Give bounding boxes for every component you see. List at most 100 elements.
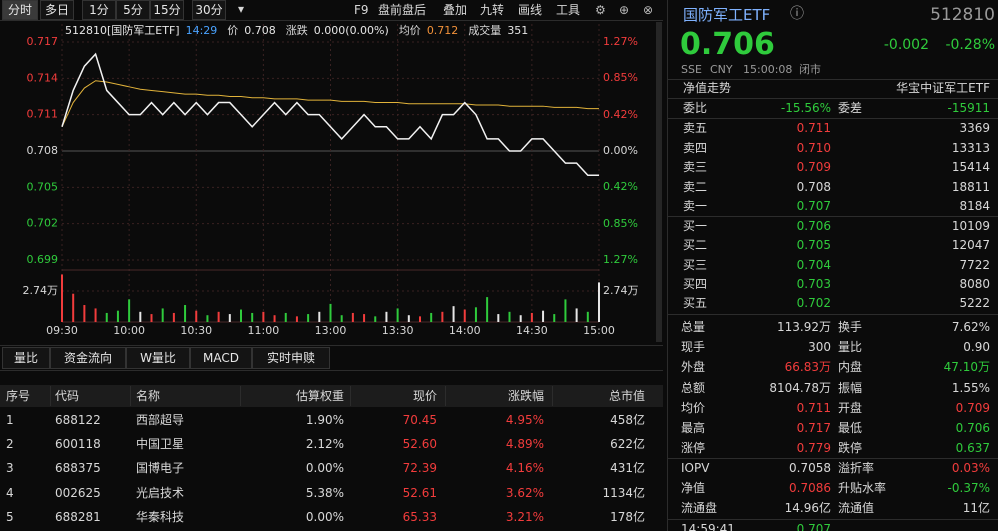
volume-bar xyxy=(363,314,366,322)
volume-bar xyxy=(407,315,410,322)
order-price: 0.709 xyxy=(796,160,831,174)
divider xyxy=(668,98,998,99)
column-header: 涨跌幅 xyxy=(507,389,544,403)
stat-label: 涨停 xyxy=(681,441,706,456)
order-volume: 13313 xyxy=(951,140,990,155)
tool-button[interactable]: F9 xyxy=(354,3,369,17)
info-field: 14:29 xyxy=(186,24,218,37)
timeframe-tab[interactable]: 多日 xyxy=(40,0,74,20)
fund-name: 国防军工ETF xyxy=(683,6,771,24)
column-header: 代码 xyxy=(55,389,80,403)
label: 委差 xyxy=(838,101,863,115)
stat-value: 8104.78万 xyxy=(769,380,831,395)
quote-meta: CNY xyxy=(710,63,733,76)
table-cell: 2.12% xyxy=(305,437,344,452)
volume-bar xyxy=(228,314,231,322)
table-cell: 4.95% xyxy=(505,413,544,427)
tool-button[interactable]: 九转 xyxy=(480,3,505,17)
table-cell: 西部超导 xyxy=(136,413,185,427)
info-field: 均价 xyxy=(399,24,421,37)
column-header: 名称 xyxy=(136,389,161,403)
stat-value: 0.717 xyxy=(796,421,831,435)
table-cell: 2 xyxy=(6,437,14,452)
toolbar-icon[interactable]: ⚙ xyxy=(595,3,606,17)
order-volume: 8184 xyxy=(959,199,990,213)
toolbar-icon[interactable]: ⊗ xyxy=(643,3,654,17)
intraday-chart: 0.717 0.714 0.711 0.708 0.705 0.702 0.699 1.27%… xyxy=(23,23,639,337)
tool-button[interactable]: 叠加 xyxy=(443,3,468,17)
volume-bar xyxy=(172,312,175,322)
stat-value: 0.706 xyxy=(955,421,990,435)
order-volume: 15414 xyxy=(951,160,990,174)
volume-bar xyxy=(586,311,589,322)
volume-bar xyxy=(295,316,298,322)
panel-tab[interactable]: W量比 xyxy=(126,347,190,369)
toolbar-icon[interactable]: ⊕ xyxy=(619,3,630,17)
tool-button[interactable]: 盘前盘后 xyxy=(378,3,427,17)
volume-bar xyxy=(161,308,164,322)
volume-bar xyxy=(497,314,500,322)
stat-value: 0.7058 xyxy=(789,461,831,475)
table-cell: 3.21% xyxy=(505,509,544,524)
timeframe-tab[interactable]: 5分 xyxy=(116,0,150,20)
x-tick-label: 11:00 xyxy=(248,324,280,337)
nav-trend-link[interactable]: 净值走势 xyxy=(683,81,732,95)
tool-button[interactable]: 画线 xyxy=(518,3,543,17)
order-label: 卖三 xyxy=(683,160,708,174)
volume-bar xyxy=(474,307,477,322)
timeframe-tab[interactable]: 15分 xyxy=(150,0,184,20)
divider xyxy=(0,345,663,346)
stat-label: 开盘 xyxy=(838,400,863,415)
x-tick-label: 09:30 xyxy=(46,324,78,337)
table-cell: 5 xyxy=(6,509,14,524)
timeframe-tab[interactable]: 30分 xyxy=(192,0,226,20)
volume-bar xyxy=(396,308,399,322)
fund-company: 华宝中证军工ETF xyxy=(896,81,990,95)
volume-bar xyxy=(340,315,343,322)
fund-code: 512810 xyxy=(930,5,995,25)
panel-tab[interactable]: 实时申赎 xyxy=(252,347,330,369)
timeframe-tab[interactable]: 1分 xyxy=(82,0,116,20)
volume-bar xyxy=(564,299,567,322)
stat-value: 0.637 xyxy=(955,441,990,456)
info-field: 0.712 xyxy=(427,24,459,37)
timeframe-tab[interactable]: 分时 xyxy=(2,0,38,20)
stat-label: 净值 xyxy=(681,481,706,495)
panel-tab[interactable]: MACD xyxy=(190,347,252,369)
stat-value: 11亿 xyxy=(962,501,990,515)
table-cell: 4.89% xyxy=(505,437,544,452)
stat-value: 0.779 xyxy=(796,441,831,456)
y2-tick-label: 0.42% xyxy=(603,108,638,121)
y-tick-label: 0.711 xyxy=(27,108,59,121)
divider xyxy=(50,386,51,406)
order-label: 卖一 xyxy=(683,199,708,213)
table-cell: 4 xyxy=(6,485,14,500)
volume-bar xyxy=(441,311,444,322)
table-cell: 52.61 xyxy=(402,485,437,500)
stat-label: 总量 xyxy=(681,320,706,334)
y-tick-label: 0.702 xyxy=(27,217,59,230)
info-field: 0.000(0.00%) xyxy=(314,24,389,37)
y2-tick-label: 1.27% xyxy=(603,35,638,48)
table-cell: 458亿 xyxy=(610,413,645,427)
x-tick-label: 13:00 xyxy=(315,324,347,337)
divider xyxy=(240,386,241,406)
order-price: 0.703 xyxy=(796,276,831,291)
table-cell: 65.33 xyxy=(402,509,437,524)
table-cell: 4.16% xyxy=(505,461,544,476)
panel-tab[interactable]: 量比 xyxy=(2,347,50,369)
volume-bar xyxy=(486,297,489,322)
volume-bar xyxy=(105,312,108,322)
volume-bar xyxy=(184,305,187,322)
order-label: 买一 xyxy=(683,219,708,233)
volume-bar xyxy=(217,311,220,322)
last-price: 0.706 xyxy=(680,27,775,62)
volume-bar xyxy=(240,309,242,322)
x-tick-label: 10:30 xyxy=(180,324,212,337)
stat-label: 流通盘 xyxy=(681,501,718,515)
stat-label: 外盘 xyxy=(681,360,706,375)
order-price: 0.702 xyxy=(796,296,831,311)
order-volume: 5222 xyxy=(959,296,990,311)
panel-tab[interactable]: 资金流向 xyxy=(50,347,126,369)
tool-button[interactable]: 工具 xyxy=(556,3,581,17)
